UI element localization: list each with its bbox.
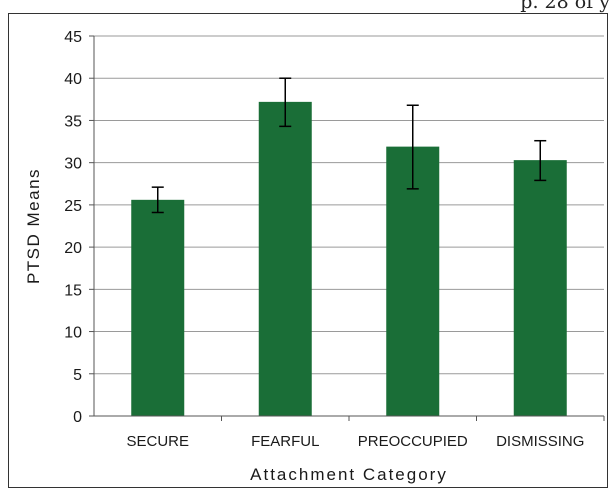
bar-dismissing: [513, 160, 567, 416]
page-header-fragment: p. 28 of y: [0, 0, 616, 13]
bar-chart: 0 5 10 15 20 25 30 35 40 45 SECURE FEARFUL PREOCCUP…: [24, 29, 605, 484]
page-header-text: p. 28 of y: [520, 0, 610, 13]
x-tick-labels: SECURE FEARFUL PREOCCUPIED DISMISSING: [126, 433, 584, 450]
x-tick-label-fearful: FEARFUL: [251, 433, 319, 450]
y-tick-label-0: 0: [73, 409, 82, 426]
bar-preoccupied: [386, 146, 440, 416]
y-tick-label-35: 35: [64, 113, 82, 130]
error-bars: [151, 77, 547, 214]
y-tick-label-45: 45: [64, 29, 82, 46]
x-tick-label-preoccupied: PREOCCUPIED: [358, 433, 468, 450]
y-tick-label-40: 40: [64, 71, 82, 88]
bar-fearful: [258, 101, 312, 416]
y-tick-label-20: 20: [64, 240, 82, 257]
x-tick-label-secure: SECURE: [126, 433, 189, 450]
y-tick-label-25: 25: [64, 198, 82, 215]
y-tick-label-30: 30: [64, 156, 82, 173]
bars: [131, 101, 567, 416]
chart-frame: 0 5 10 15 20 25 30 35 40 45 SECURE FEARFUL PREOCCUP…: [8, 13, 608, 488]
y-tick-labels: 0 5 10 15 20 25 30 35 40 45: [64, 29, 82, 426]
y-axis-label: PTSD Means: [24, 168, 43, 284]
x-axis-label: Attachment Category: [250, 465, 448, 484]
y-tick-label-15: 15: [64, 282, 82, 299]
y-tick-label-5: 5: [73, 367, 82, 384]
x-tick-label-dismissing: DISMISSING: [496, 433, 584, 450]
y-tick-label-10: 10: [64, 325, 82, 342]
axes: [93, 36, 605, 421]
bar-secure: [131, 199, 185, 416]
